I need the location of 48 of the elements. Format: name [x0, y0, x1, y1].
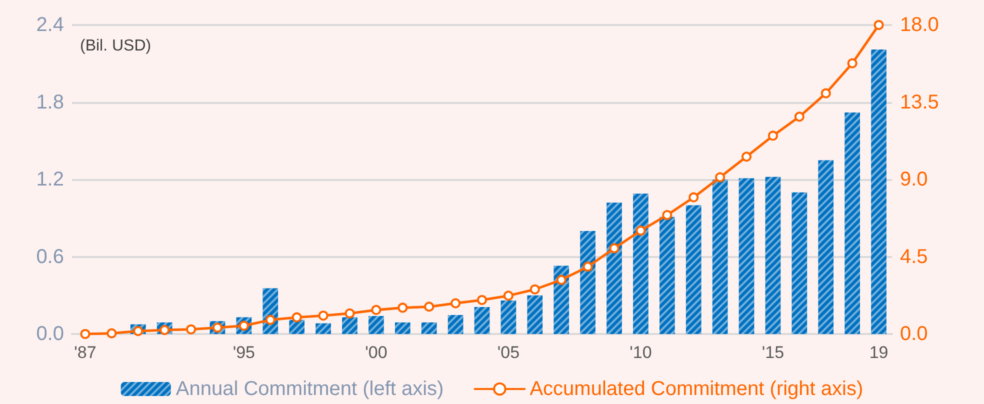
y-tick-label: 0.6: [36, 246, 64, 268]
legend-label: Accumulated Commitment (right axis): [530, 378, 864, 400]
point: [794, 112, 804, 122]
point: [106, 328, 117, 338]
x-tick-label: '95: [232, 343, 256, 362]
point: [477, 295, 487, 306]
point: [424, 302, 434, 312]
point: [265, 314, 276, 325]
point: [582, 262, 593, 272]
point: [715, 172, 726, 182]
y2-tick-label: 18.0: [900, 14, 939, 36]
annotation: (Bil. USD): [80, 38, 152, 54]
point: [292, 312, 302, 322]
x-tick-label: 19: [869, 343, 888, 362]
point: [503, 290, 514, 301]
point: [847, 58, 858, 68]
y-tick-label: 2.4: [36, 14, 64, 36]
point: [318, 310, 328, 321]
y2-tick-label: 0.0: [900, 323, 928, 345]
x-tick-label: '87: [74, 343, 96, 362]
point: [688, 192, 699, 202]
point: [344, 308, 355, 318]
y-tick-label: 0.0: [36, 323, 64, 345]
y2-tick-label: 4.5: [900, 246, 928, 268]
point: [662, 210, 672, 220]
x-tick-label: '15: [762, 343, 784, 362]
point: [450, 298, 461, 308]
point: [556, 274, 566, 285]
point: [609, 243, 620, 254]
x-tick-label: '05: [497, 343, 520, 362]
x-tick-label: '10: [630, 343, 652, 362]
y-tick-label: 1.2: [36, 168, 64, 190]
legend-label: Annual Commitment (left axis): [176, 378, 444, 400]
y2-tick-label: 9.0: [900, 168, 928, 190]
y2-tick-label: 13.5: [900, 91, 939, 114]
point: [133, 326, 144, 336]
point: [371, 304, 382, 315]
point: [768, 130, 778, 141]
point: [820, 88, 831, 98]
point: [398, 302, 408, 313]
point: [742, 152, 752, 162]
y-tick-label: 1.8: [36, 91, 64, 114]
point: [80, 329, 90, 339]
point: [636, 226, 646, 236]
point: [186, 324, 196, 334]
point: [530, 284, 540, 294]
x-tick-label: '00: [365, 343, 388, 362]
point: [874, 20, 884, 30]
